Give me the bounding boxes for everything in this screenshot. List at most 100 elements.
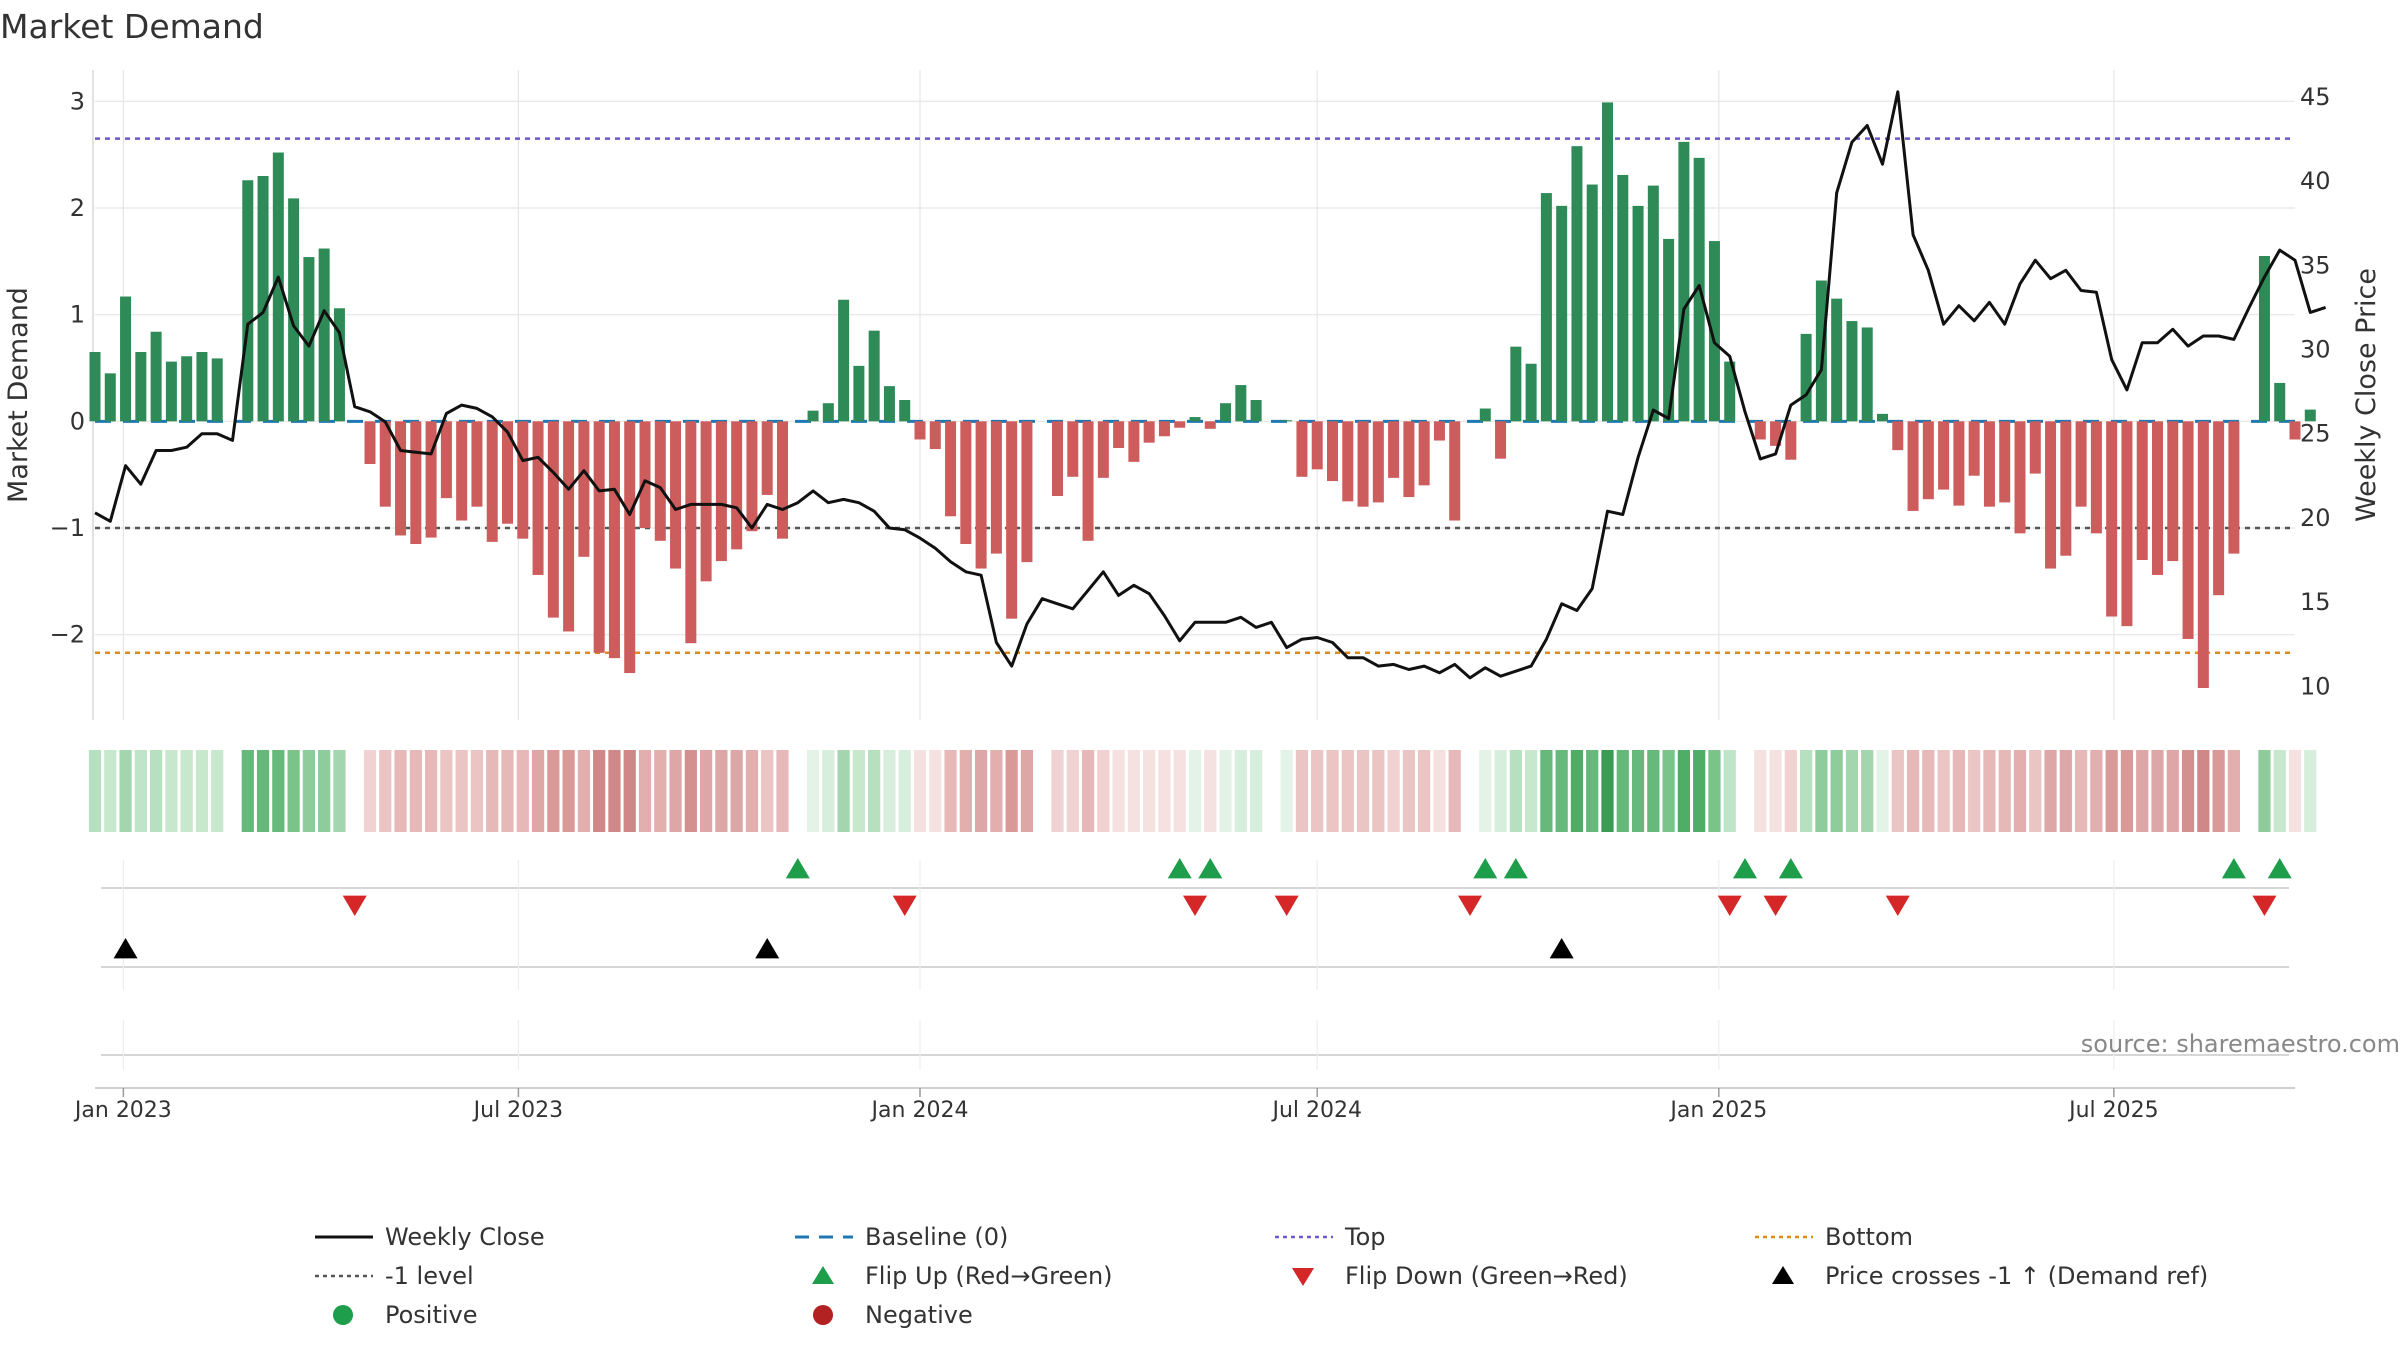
positive-demand-bar — [1571, 146, 1583, 422]
demand-strip-cell — [256, 750, 270, 832]
y2-tick-label: 30 — [2300, 335, 2331, 363]
demand-strip-cell — [1769, 750, 1782, 832]
demand-strip-cell — [302, 750, 315, 832]
chart-title: Market Demand — [0, 7, 264, 46]
negative-demand-bar — [670, 421, 682, 569]
demand-strip-cell — [1830, 750, 1843, 832]
demand-strip-cell — [1631, 750, 1645, 832]
demand-strip-cell — [745, 750, 759, 832]
negative-demand-bar — [1770, 421, 1782, 446]
demand-strip-cell — [287, 750, 300, 832]
legend-label: Baseline (0) — [865, 1223, 1008, 1251]
demand-strip-cell — [1280, 750, 1293, 832]
negative-demand-bar — [395, 421, 407, 536]
negative-demand-bar — [1983, 421, 1995, 507]
negative-demand-bar — [379, 421, 391, 507]
negative-demand-bar — [731, 421, 743, 550]
price-cross-marker — [113, 938, 138, 959]
demand-strip-cell — [1448, 750, 1461, 832]
positive-demand-bar — [1220, 403, 1232, 422]
positive-demand-bar — [853, 365, 865, 422]
positive-demand-bar — [1632, 205, 1644, 422]
negative-demand-bar — [1158, 421, 1170, 437]
legend-swatch-triangle-up — [1772, 1266, 1794, 1284]
negative-demand-bar — [1174, 421, 1186, 428]
demand-strip-cell — [2029, 750, 2042, 832]
negative-demand-bar — [1418, 421, 1430, 486]
positive-demand-bar — [1724, 361, 1736, 422]
negative-demand-bar — [2045, 421, 2057, 569]
positive-demand-bar — [1281, 420, 1293, 422]
y-tick-label: 2 — [70, 194, 85, 222]
legend-swatch-triangle-down — [1292, 1268, 1314, 1286]
negative-demand-bar — [1372, 421, 1384, 503]
demand-strip-cell — [470, 750, 484, 832]
y2-tick-label: 40 — [2300, 167, 2331, 195]
demand-strip-cell — [1066, 750, 1079, 832]
positive-demand-bar — [1602, 102, 1613, 422]
negative-demand-bar — [990, 421, 1002, 554]
demand-strip-cell — [654, 750, 667, 832]
demand-strip-cell — [1356, 750, 1370, 832]
demand-strip-cell — [409, 750, 422, 832]
flip-up-marker — [785, 858, 810, 879]
legend-item: Negative — [813, 1301, 973, 1329]
demand-strip-cell — [1723, 750, 1736, 832]
positive-demand-bar — [104, 373, 116, 422]
demand-strip-cell — [1143, 750, 1156, 832]
legend-item: Flip Up (Red→Green) — [812, 1262, 1113, 1290]
demand-strip-cell — [1861, 750, 1874, 832]
positive-demand-bar — [242, 180, 254, 422]
demand-strip-cell — [1158, 750, 1171, 832]
legend-item: Bottom — [1755, 1223, 1913, 1251]
demand-strip-cell — [1570, 750, 1584, 832]
legend-label: Negative — [865, 1301, 973, 1329]
negative-demand-bar — [1082, 421, 1094, 541]
demand-strip-cell — [1081, 750, 1095, 832]
negative-demand-bar — [1433, 421, 1445, 441]
demand-strip-cell — [1234, 750, 1247, 832]
negative-demand-bar — [2197, 421, 2209, 688]
demand-strip-cell — [623, 750, 636, 832]
y-tick-label: 0 — [70, 407, 85, 435]
negative-demand-bar — [1968, 421, 1980, 476]
positive-demand-bar — [2258, 256, 2270, 422]
y2-tick-label: 20 — [2300, 504, 2331, 532]
demand-strip-cell — [2197, 750, 2210, 832]
positive-demand-bar — [1846, 321, 1858, 422]
negative-demand-bar — [654, 421, 666, 541]
demand-strip-cell — [1647, 750, 1660, 832]
y-tick-label: −1 — [50, 514, 85, 542]
positive-demand-bar — [1540, 193, 1552, 422]
negative-demand-bar — [1143, 421, 1155, 443]
flip-up-marker — [2221, 858, 2246, 879]
negative-demand-bar — [502, 421, 513, 524]
y-tick-label: 1 — [70, 301, 85, 329]
negative-demand-bar — [1113, 421, 1125, 448]
demand-strip-cell — [2151, 750, 2164, 832]
flip-up-marker — [1473, 858, 1498, 879]
negative-demand-bar — [1403, 421, 1415, 498]
demand-strip-cell — [1188, 750, 1202, 832]
demand-strip-cell — [318, 750, 331, 832]
negative-demand-bar — [746, 421, 758, 532]
positive-demand-bar — [2304, 409, 2316, 422]
demand-strip-cell — [119, 750, 132, 832]
demand-strip-cell — [2212, 750, 2225, 832]
demand-strip-cell — [1616, 750, 1629, 832]
demand-strip-cell — [1020, 750, 1034, 832]
demand-strip-cell — [577, 750, 590, 832]
demand-strip-cell — [425, 750, 438, 832]
demand-strip-cell — [1005, 750, 1018, 832]
x-tick-label: Jul 2023 — [472, 1098, 564, 1123]
negative-demand-bar — [914, 421, 926, 440]
legend-item: Weekly Close — [315, 1223, 545, 1251]
legend-item: Baseline (0) — [795, 1223, 1008, 1251]
demand-strip-cell — [608, 750, 621, 832]
demand-strip-cell — [1097, 750, 1110, 832]
demand-strip-cell — [455, 750, 468, 832]
demand-strip-cell — [1738, 750, 1752, 832]
negative-demand-bar — [364, 421, 376, 464]
